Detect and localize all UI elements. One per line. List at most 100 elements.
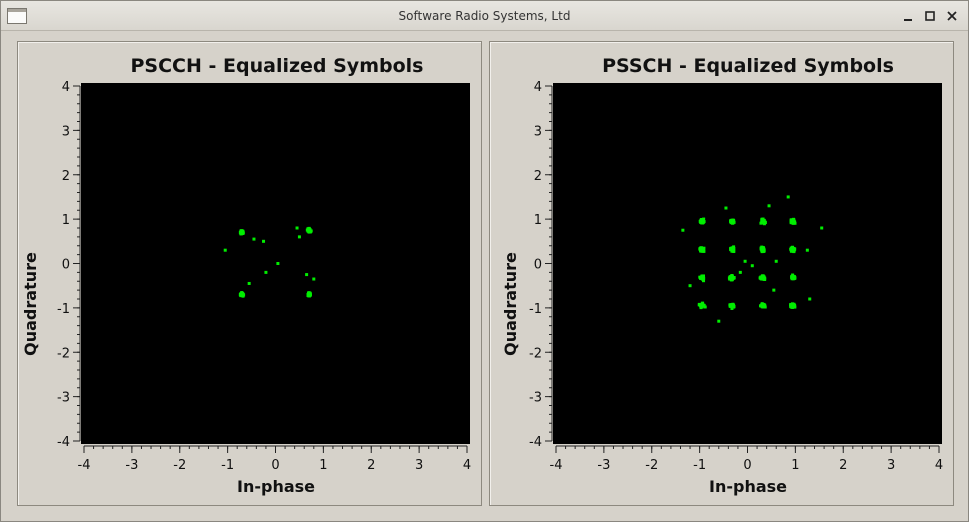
symbol-point: [701, 277, 705, 281]
symbol-point: [793, 305, 797, 309]
x-tick-label: -2: [645, 458, 658, 473]
y-tick-label: -4: [57, 435, 70, 450]
symbol-point: [792, 247, 796, 251]
symbol-point: [791, 220, 795, 224]
symbol-point: [774, 259, 778, 263]
symbol-point: [761, 220, 765, 224]
window-title: Software Radio Systems, Ltd: [398, 9, 571, 23]
symbol-point: [730, 307, 734, 311]
symbol-point: [820, 226, 824, 230]
y-axis: 4 3 2 1 0 -1 -2 -3 -4: [529, 80, 553, 450]
symbol-point: [743, 259, 747, 263]
symbol-point: [295, 226, 299, 230]
symbol-point: [760, 302, 764, 306]
symbol-point: [306, 292, 310, 296]
y-tick-label: -2: [57, 346, 70, 361]
y-axis-label: Quadrature: [21, 252, 40, 356]
plot-title: PSCCH - Equalized Symbols: [131, 55, 424, 77]
symbol-point: [772, 288, 776, 292]
symbol-point: [252, 237, 256, 241]
symbol-point: [681, 228, 685, 232]
symbol-point: [762, 222, 766, 226]
symbol-point: [761, 304, 765, 308]
symbol-point: [724, 206, 728, 210]
x-tick-label: -1: [221, 458, 234, 473]
x-tick-label: 0: [271, 458, 279, 473]
symbol-point: [307, 291, 311, 295]
x-tick-label: 3: [415, 458, 423, 473]
close-icon[interactable]: [944, 8, 960, 24]
symbol-point: [276, 262, 280, 265]
symbol-point: [305, 273, 309, 277]
pssch-constellation-plot: PSSCH - Equalized Symbols Quadrature In-…: [501, 55, 943, 496]
symbol-point: [699, 275, 703, 279]
symbol-point: [786, 195, 790, 199]
symbol-point: [240, 293, 244, 297]
x-axis: -4 -3 -2 -1 0 1 2 3 4: [550, 445, 943, 473]
symbol-point: [767, 204, 771, 208]
pscch-constellation-plot: PSCCH - Equalized Symbols Quadrature In-…: [21, 55, 471, 496]
y-axis: 4 3 2 1 0 -1 -2 -3 -4: [57, 80, 81, 450]
symbol-point: [297, 235, 301, 239]
y-tick-label: -4: [529, 435, 542, 450]
x-axis: -4 -3 -2 -1 0 1 2 3 4: [78, 445, 471, 473]
symbol-point: [789, 305, 793, 309]
y-tick-label: 4: [62, 80, 70, 95]
x-tick-label: 4: [935, 458, 943, 473]
symbol-point: [729, 246, 733, 250]
y-tick-label: -3: [57, 391, 70, 406]
symbol-point: [762, 249, 766, 253]
symbol-point: [309, 229, 313, 233]
x-tick-label: -3: [597, 458, 610, 473]
symbol-point: [717, 319, 721, 323]
plot-canvas: [553, 83, 942, 444]
y-tick-label: -1: [529, 302, 542, 317]
symbol-point: [699, 304, 703, 308]
pssch-plot-panel: PSSCH - Equalized Symbols Quadrature In-…: [489, 41, 954, 506]
symbol-point: [307, 230, 311, 234]
y-tick-label: 2: [534, 169, 542, 184]
symbol-point: [789, 303, 793, 307]
symbol-point: [730, 249, 734, 253]
symbol-point: [701, 248, 705, 252]
symbol-point: [701, 220, 705, 224]
symbol-point: [699, 218, 703, 222]
symbol-point: [792, 250, 796, 254]
symbol-point: [760, 245, 764, 249]
window-app-icon: [7, 8, 27, 24]
symbol-point: [793, 221, 797, 225]
y-tick-label: 2: [62, 169, 70, 184]
symbol-point: [808, 297, 812, 301]
symbol-point: [223, 248, 227, 252]
symbol-point: [698, 247, 702, 251]
symbol-point: [729, 220, 733, 224]
symbol-point: [306, 227, 310, 231]
y-tick-label: 0: [62, 258, 70, 273]
symbol-point: [240, 230, 244, 234]
symbol-point: [732, 219, 736, 223]
maximize-icon[interactable]: [922, 8, 938, 24]
symbol-point: [688, 284, 692, 288]
symbol-point: [738, 270, 742, 274]
symbol-point: [792, 218, 796, 222]
y-tick-label: 0: [534, 258, 542, 273]
symbol-point: [264, 270, 268, 274]
x-tick-label: -2: [173, 458, 186, 473]
title-bar[interactable]: Software Radio Systems, Ltd: [1, 1, 968, 31]
y-tick-label: 3: [62, 124, 70, 139]
symbol-point: [247, 281, 251, 285]
symbol-point: [762, 248, 766, 252]
symbol-point: [759, 221, 763, 225]
symbol-point: [732, 276, 736, 280]
x-tick-label: -4: [550, 458, 563, 473]
symbol-point: [312, 277, 316, 281]
symbol-point: [699, 246, 703, 250]
x-tick-label: -3: [125, 458, 138, 473]
y-tick-label: -2: [529, 346, 542, 361]
symbol-point: [262, 239, 266, 243]
x-tick-label: 2: [367, 458, 375, 473]
symbol-point: [729, 304, 733, 308]
symbol-point: [805, 248, 809, 252]
minimize-icon[interactable]: [900, 8, 916, 24]
